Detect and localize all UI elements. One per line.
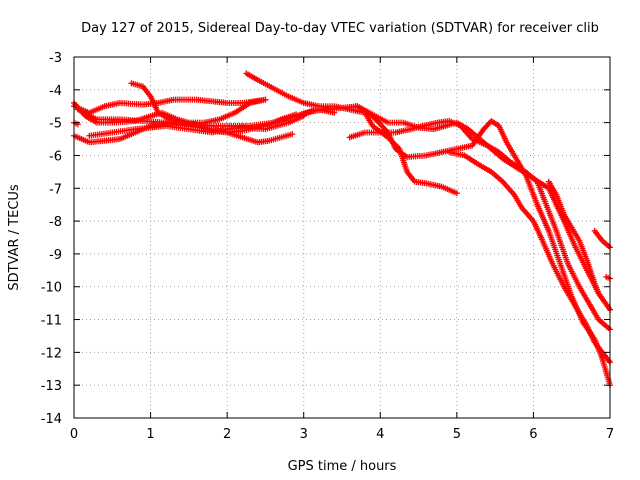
x-tick-label: 2 (223, 427, 231, 442)
chart-title: Day 127 of 2015, Sidereal Day-to-day VTE… (81, 21, 599, 36)
series-track-b (71, 96, 269, 116)
x-tick-label: 0 (70, 427, 78, 442)
data-point (289, 131, 296, 138)
y-tick-label: -14 (41, 412, 62, 427)
x-tick-label: 3 (300, 427, 308, 442)
data-point (595, 290, 602, 297)
series-track-n (603, 273, 613, 282)
x-tick-label: 6 (529, 427, 537, 442)
series-track-m (591, 227, 613, 251)
x-tick-label: 5 (453, 427, 461, 442)
series-track-o (71, 119, 81, 128)
y-axis-label: SDTVAR / TECUs (7, 184, 22, 291)
y-tick-label: -5 (49, 117, 62, 132)
y-tick-label: -10 (41, 281, 62, 296)
data-point (453, 190, 460, 197)
series-track-k (446, 149, 613, 366)
series-track-g (243, 70, 460, 197)
series-track-l (545, 178, 602, 297)
series-track-e (86, 113, 307, 139)
series-track-h (293, 103, 613, 313)
y-tick-label: -3 (49, 51, 62, 66)
y-tick-label: -11 (41, 314, 62, 329)
axis-ticks: 0 1 2 3 4 5 6 7 -3 -4 -5 -6 -7 -8 -9 -10 -11 -12 -13 -14 (41, 51, 614, 442)
y-tick-label: -6 (49, 149, 62, 164)
x-tick-label: 7 (606, 427, 614, 442)
y-tick-label: -8 (49, 215, 62, 230)
y-tick-label: -9 (49, 248, 62, 263)
y-tick-label: -12 (41, 346, 62, 361)
y-tick-label: -13 (41, 379, 62, 394)
x-tick-label: 4 (376, 427, 384, 442)
y-tick-label: -4 (49, 84, 62, 99)
plot-frame (73, 56, 611, 419)
y-tick-label: -7 (49, 182, 62, 197)
x-tick-label: 1 (146, 427, 154, 442)
x-axis-label: GPS time / hours (288, 459, 397, 474)
data-series (71, 70, 613, 389)
data-point (262, 96, 269, 103)
